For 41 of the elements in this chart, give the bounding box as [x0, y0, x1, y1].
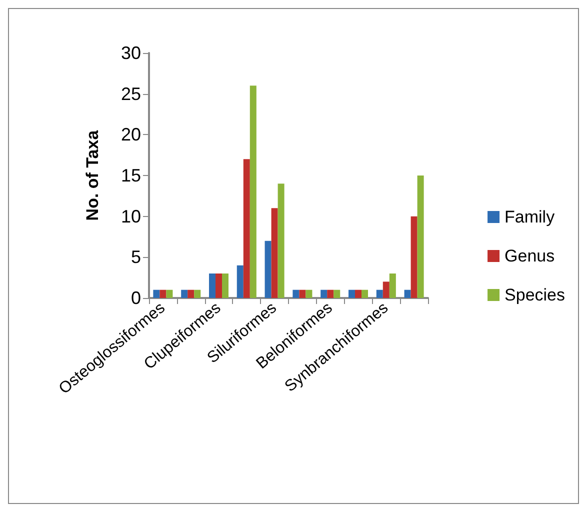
- bar: [153, 290, 160, 298]
- bar: [271, 208, 278, 298]
- bar: [299, 290, 306, 298]
- bar: [208, 274, 216, 298]
- y-tick-label: 15: [120, 166, 141, 186]
- bar: [250, 86, 256, 298]
- legend-label: Species: [504, 286, 566, 304]
- bar: [404, 290, 411, 298]
- bar: [166, 290, 173, 298]
- bar: [389, 274, 396, 298]
- bar: [215, 274, 222, 298]
- y-tick-label: 5: [130, 247, 141, 268]
- bar: [327, 290, 334, 298]
- bar: [181, 290, 188, 298]
- bar: [306, 290, 312, 298]
- bar: [236, 265, 244, 298]
- bar: [188, 290, 194, 298]
- legend-label: Genus: [504, 246, 555, 266]
- bar: [160, 290, 166, 298]
- bar: [376, 290, 383, 298]
- bar: [243, 159, 250, 298]
- bar: [292, 290, 300, 298]
- y-tick-label: 20: [120, 124, 141, 145]
- legend-label: Family: [504, 208, 556, 226]
- bar: [194, 290, 201, 298]
- bar: [320, 290, 328, 298]
- y-tick-label: 10: [120, 206, 141, 226]
- bar: [264, 240, 272, 298]
- bar: [278, 184, 284, 298]
- y-tick-label: 0: [130, 288, 141, 308]
- bar: [354, 290, 362, 298]
- bar: [362, 290, 368, 298]
- y-axis-title: No. of Taxa: [83, 130, 102, 221]
- bar: [222, 274, 229, 298]
- bar: [334, 290, 340, 298]
- bar: [348, 290, 355, 298]
- bar: [417, 176, 424, 298]
- y-tick-label: 25: [120, 84, 141, 104]
- bar: [382, 282, 390, 298]
- y-tick-label: 30: [120, 43, 141, 63]
- bar: [410, 216, 418, 298]
